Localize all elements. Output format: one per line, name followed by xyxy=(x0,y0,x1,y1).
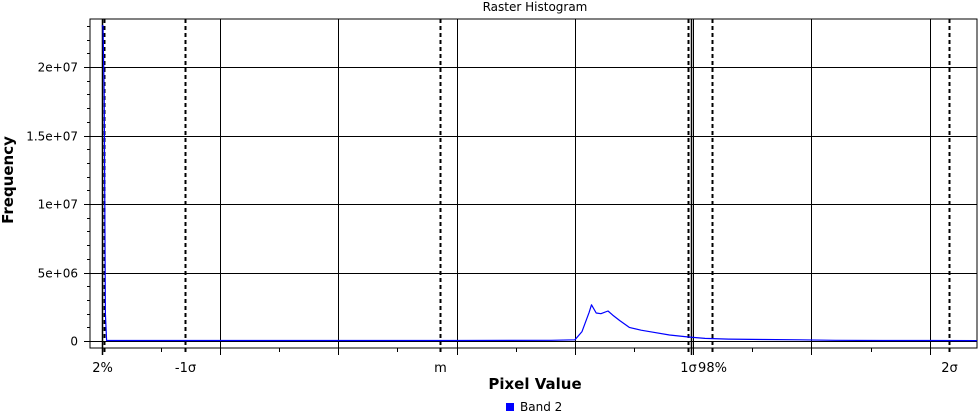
legend-label-band-2: Band 2 xyxy=(520,400,562,412)
axis-layer: 0 5e+06 1e+07 1.5e+07 2e+07 2% -1σ m 1σ 98% 2σ xyxy=(26,26,958,376)
marker-label: m xyxy=(434,361,447,376)
grid-layer xyxy=(89,18,978,349)
y-axis-label: Frequency xyxy=(0,136,17,224)
legend: Band 2 xyxy=(506,400,562,414)
y-tick-label: 5e+06 xyxy=(38,267,78,281)
y-tick-label: 2e+07 xyxy=(38,61,78,75)
series-line-band-2 xyxy=(101,25,978,342)
chart-title: Raster Histogram xyxy=(483,0,588,14)
x-axis-label: Pixel Value xyxy=(488,375,581,393)
marker-label: -1σ xyxy=(175,361,196,376)
legend-swatch-band-2 xyxy=(506,403,514,411)
plot-frame xyxy=(89,18,978,349)
y-tick-label: 1.5e+07 xyxy=(26,130,78,144)
marker-label: 2% xyxy=(92,361,113,376)
y-tick-label: 0 xyxy=(70,335,78,349)
series-layer xyxy=(101,25,978,342)
y-tick-label: 1e+07 xyxy=(38,198,78,212)
marker-label: 1σ xyxy=(680,361,697,376)
marker-label: 2σ xyxy=(941,361,958,376)
marker-label: 98% xyxy=(698,361,727,376)
